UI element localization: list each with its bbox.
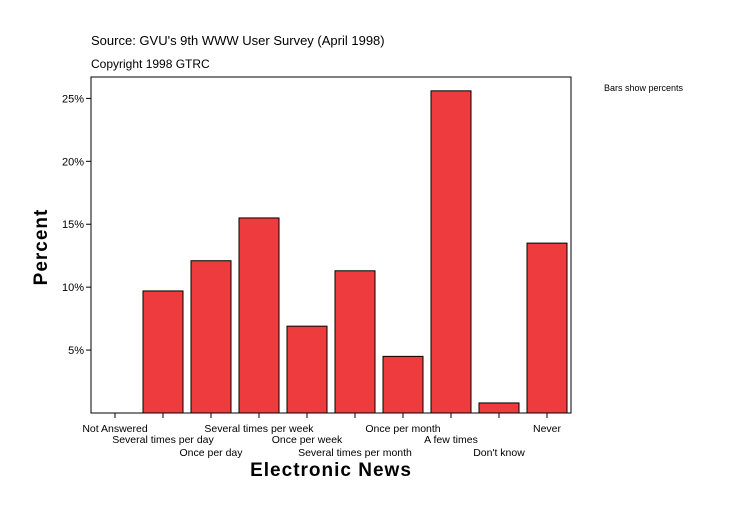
plot-frame <box>90 76 572 414</box>
x-axis-title: Electronic News <box>250 460 412 481</box>
bar <box>430 90 472 414</box>
x-tick-label: Once per day <box>179 447 243 459</box>
y-axis-title: Percent <box>31 209 52 286</box>
x-tick-label: Don't know <box>473 447 525 459</box>
bar <box>478 402 520 414</box>
y-tick-label: 25% <box>62 93 84 105</box>
x-tick-label: Several times per month <box>298 447 412 459</box>
bar <box>238 217 280 414</box>
copyright: Copyright 1998 GTRC <box>91 57 210 71</box>
source: Source: GVU's 9th WWW User Survey (April… <box>91 33 385 48</box>
y-tick-label: 10% <box>62 282 84 294</box>
bar <box>334 270 376 414</box>
bar <box>286 325 328 414</box>
x-tick-label: A few times <box>424 434 478 446</box>
bar <box>382 355 424 414</box>
y-tick-label: 5% <box>68 345 84 357</box>
x-tick-label: Several times per week <box>204 423 314 435</box>
bar <box>190 260 232 414</box>
x-tick-label: Not Answered <box>82 423 148 435</box>
bar <box>142 290 184 414</box>
x-tick-label: Once per month <box>365 423 440 435</box>
y-tick-label: 15% <box>62 219 84 231</box>
y-tick-label: 20% <box>62 156 84 168</box>
x-tick-label: Once per week <box>272 434 343 446</box>
x-tick-label: Never <box>533 423 562 435</box>
x-tick-label: Several times per day <box>112 434 214 446</box>
note: Bars show percents <box>604 83 684 93</box>
bar <box>526 242 568 414</box>
